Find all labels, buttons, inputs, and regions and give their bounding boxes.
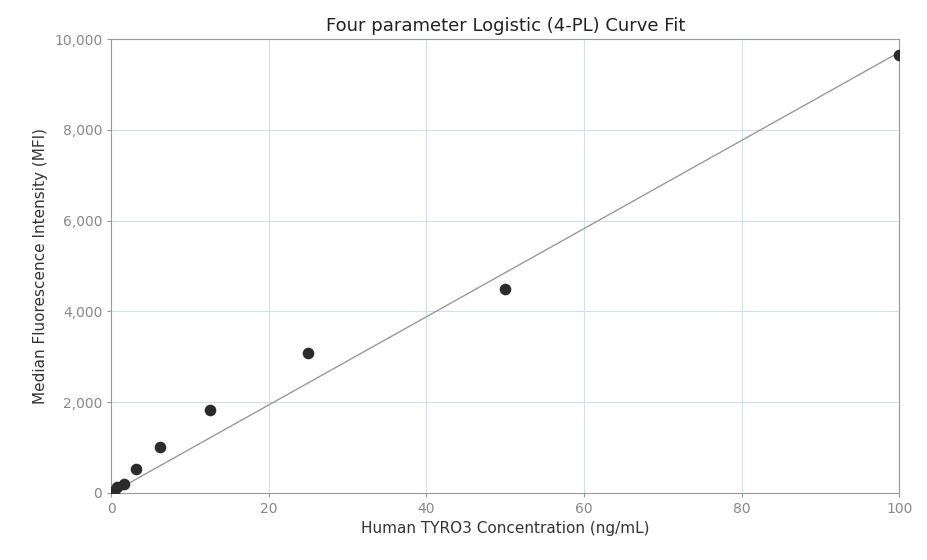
Point: [202, 406, 217, 415]
Text: R^2=0.9905: R^2=0.9905: [0, 559, 1, 560]
Point: [129, 464, 144, 473]
Point: [153, 443, 168, 452]
X-axis label: Human TYRO3 Concentration (ng/mL): Human TYRO3 Concentration (ng/mL): [361, 521, 650, 536]
Title: Four parameter Logistic (4-PL) Curve Fit: Four parameter Logistic (4-PL) Curve Fit: [325, 17, 685, 35]
Point: [498, 284, 513, 293]
Point: [892, 50, 907, 59]
Y-axis label: Median Fluorescence Intensity (MFI): Median Fluorescence Intensity (MFI): [33, 128, 48, 404]
Point: [107, 486, 121, 495]
Point: [116, 479, 131, 488]
Point: [110, 482, 125, 491]
Point: [300, 349, 315, 358]
